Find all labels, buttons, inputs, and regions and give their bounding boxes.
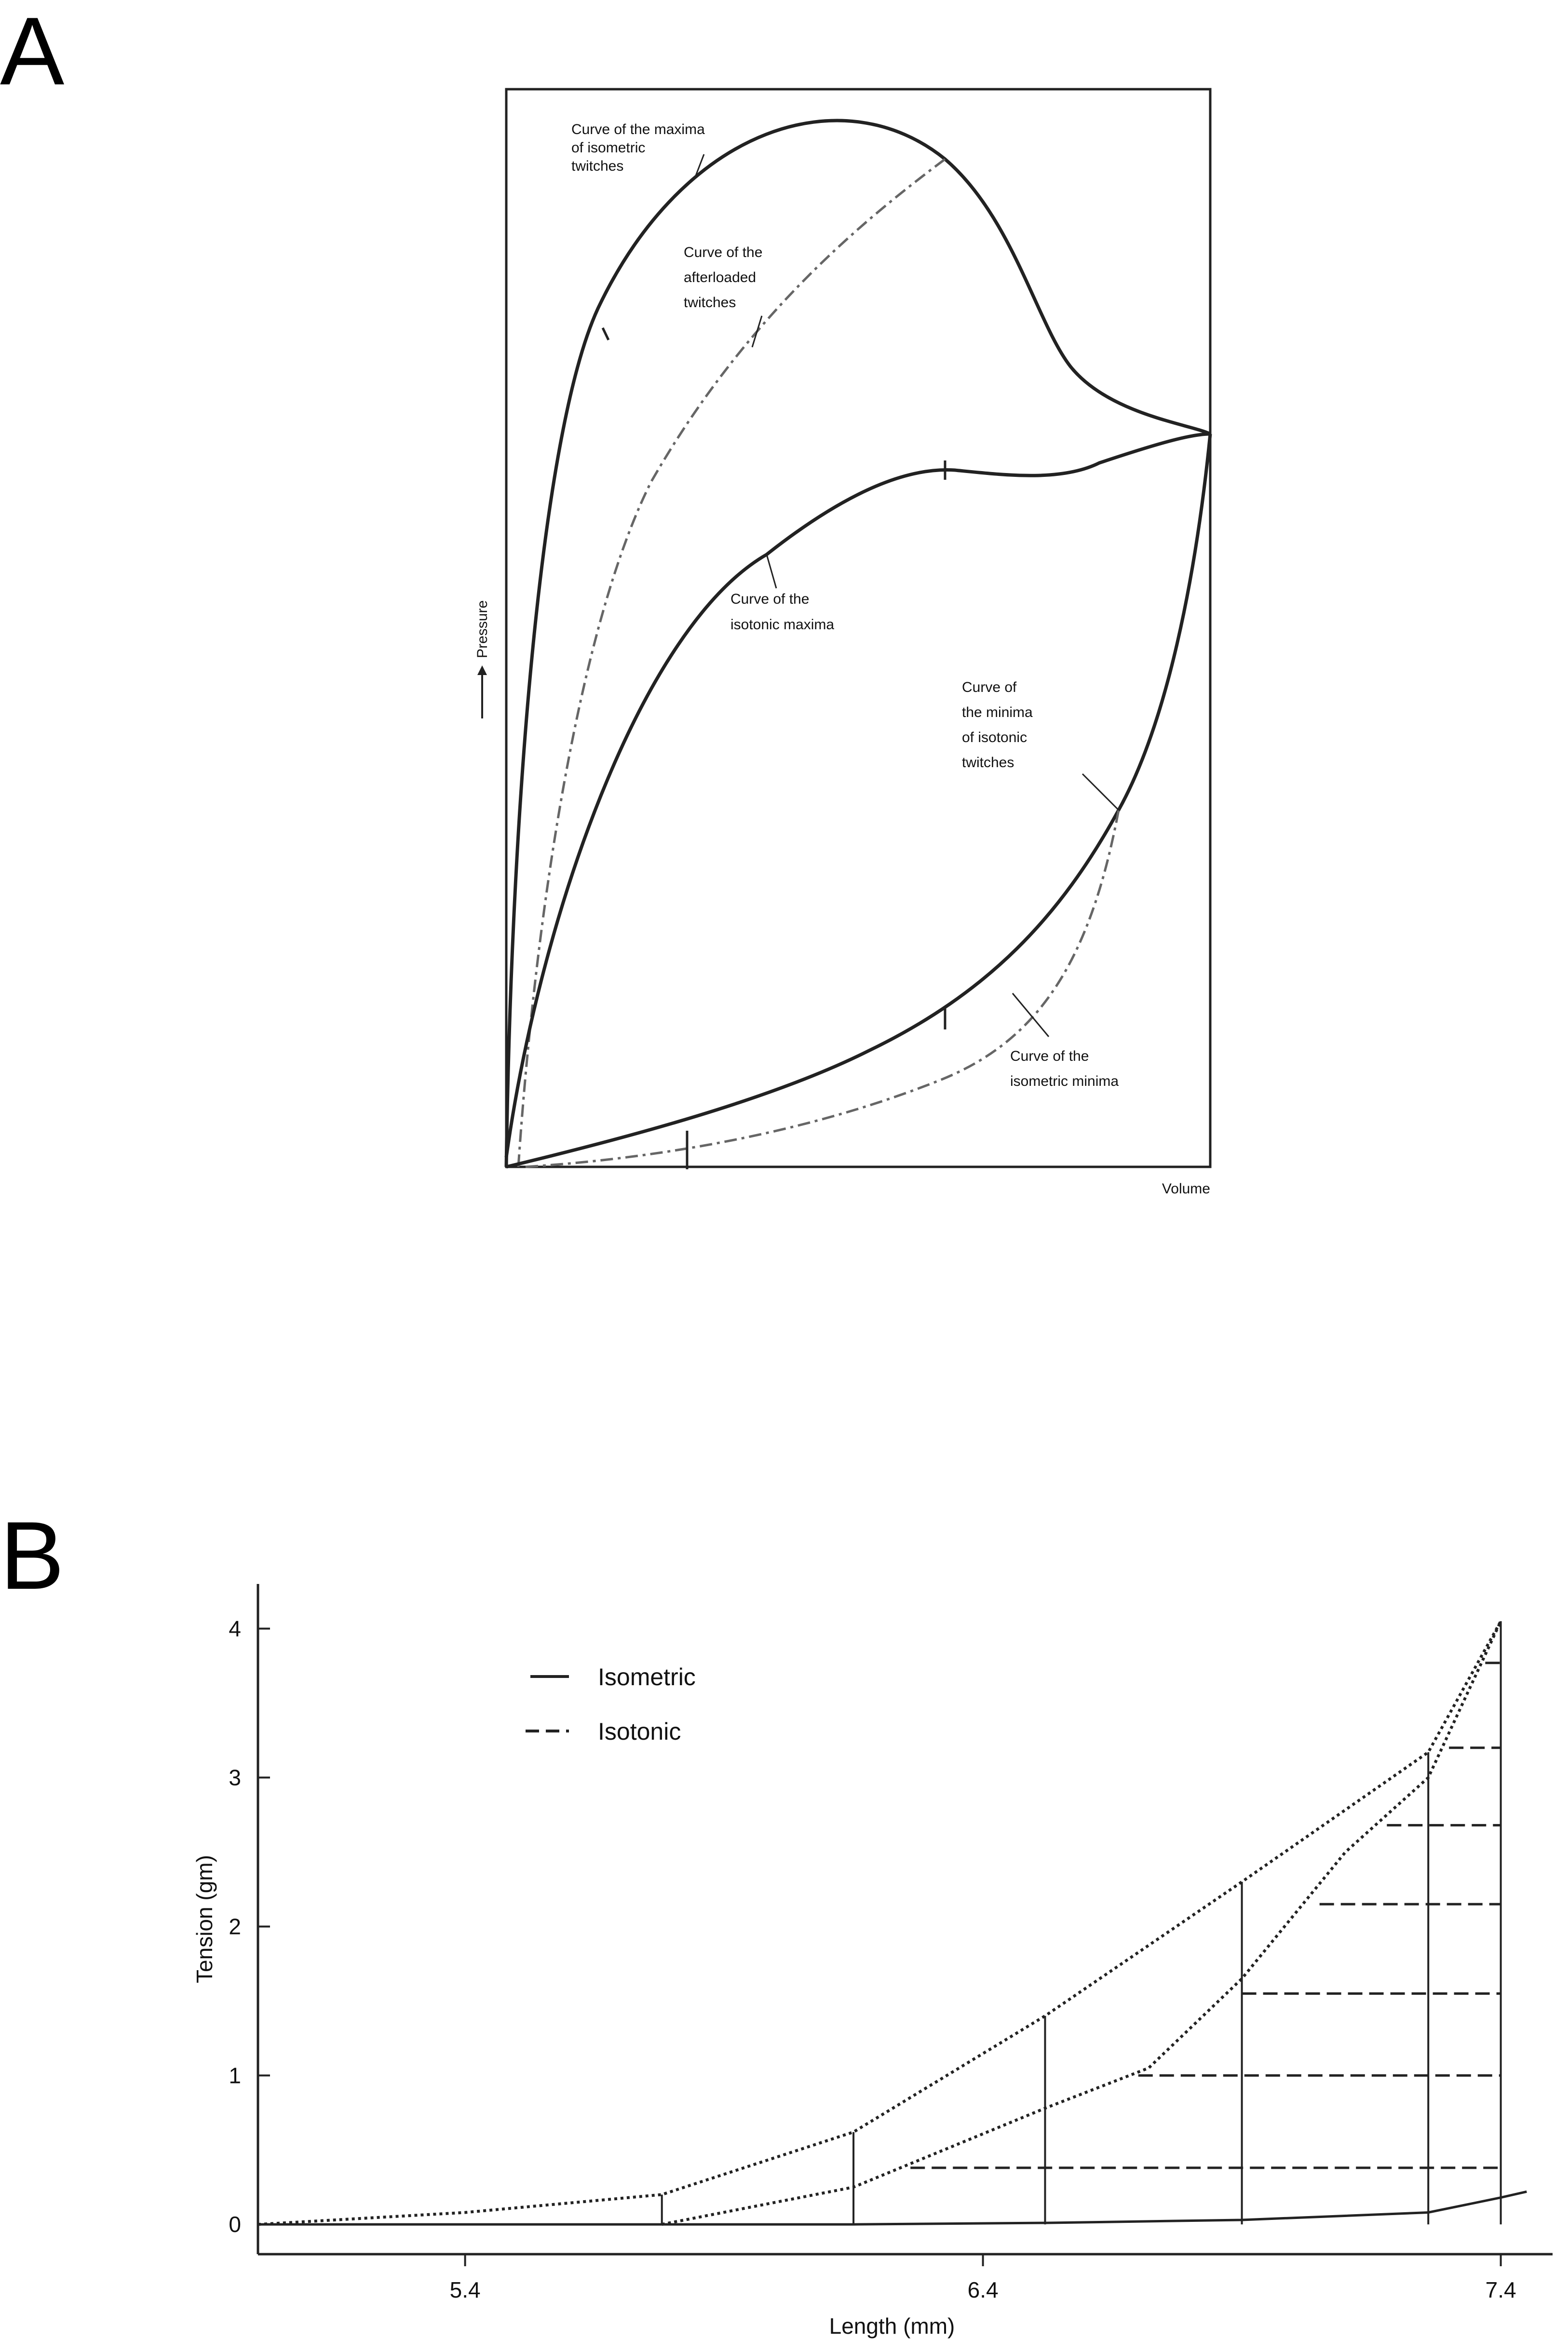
panel-a-frame — [505, 88, 1212, 1168]
panel-b-series-group — [257, 1620, 1527, 2226]
legend-isometric: Isometric — [598, 1664, 696, 1691]
curve-afterloaded — [517, 158, 946, 1167]
series-line-2 — [662, 1620, 1502, 2226]
curve-tick-mark — [601, 327, 610, 341]
y-tick-label: 0 — [229, 2212, 241, 2237]
y-axis-arrow-icon — [477, 665, 487, 675]
curve-maxima-isometric — [504, 119, 1211, 1167]
panel-label-a: A — [0, 0, 65, 105]
curve-isometric-minima — [525, 810, 1120, 1168]
leader-line — [693, 154, 705, 180]
legend-isotonic: Isotonic — [598, 1718, 681, 1745]
curve-isotonic-maxima — [504, 432, 1211, 1158]
series-line-1 — [257, 1620, 1502, 2226]
leader-line — [751, 315, 763, 348]
y-tick-label: 2 — [229, 1914, 241, 1939]
panel-b-x-axis-label: Length (mm) — [829, 2313, 955, 2339]
curve-minima-isotonic — [506, 433, 1212, 1169]
x-tick-label: 7.4 — [1486, 2277, 1516, 2302]
y-tick-label: 4 — [229, 1616, 241, 1641]
panel-b-chart: 0 1 2 3 4 5.4 6.4 7.4 Isometric Isotonic Length… — [192, 1584, 1553, 2339]
panel-a-y-axis-group: Pressure — [474, 600, 490, 718]
leader-line — [1081, 773, 1120, 811]
leader-line — [766, 554, 777, 589]
panel-label-b: B — [0, 1502, 64, 1610]
x-tick-label: 5.4 — [450, 2277, 481, 2302]
y-tick-label: 1 — [229, 2063, 241, 2088]
panel-b-ticks-group: 0 1 2 3 4 5.4 6.4 7.4 — [229, 1616, 1516, 2302]
annotation-isometric-minima: Curve of the isometric minima — [1010, 1048, 1119, 1089]
annotation-maxima-isometric: Curve of the maxima of isometric twitche… — [571, 122, 709, 174]
panel-a-x-axis-label: Volume — [1162, 1181, 1210, 1197]
x-tick-label: 6.4 — [968, 2277, 999, 2302]
annotation-isotonic-maxima: Curve of the isotonic maxima — [730, 591, 834, 633]
annotation-afterloaded: Curve of the afterloaded twitches — [684, 244, 767, 311]
panel-a-chart: Curve of the maxima of isometric twitche… — [474, 88, 1212, 1197]
panel-b-legend: Isometric Isotonic — [526, 1664, 696, 1745]
annotation-minima-isotonic: Curve of the minima of isotonic twitches — [962, 679, 1037, 771]
panel-b-y-axis-label: Tension (gm) — [192, 1855, 217, 1983]
panel-a-y-axis-label: Pressure — [474, 600, 490, 658]
series-line-3 — [258, 2190, 1527, 2226]
leader-line — [1012, 993, 1050, 1037]
y-tick-label: 3 — [229, 1765, 241, 1790]
